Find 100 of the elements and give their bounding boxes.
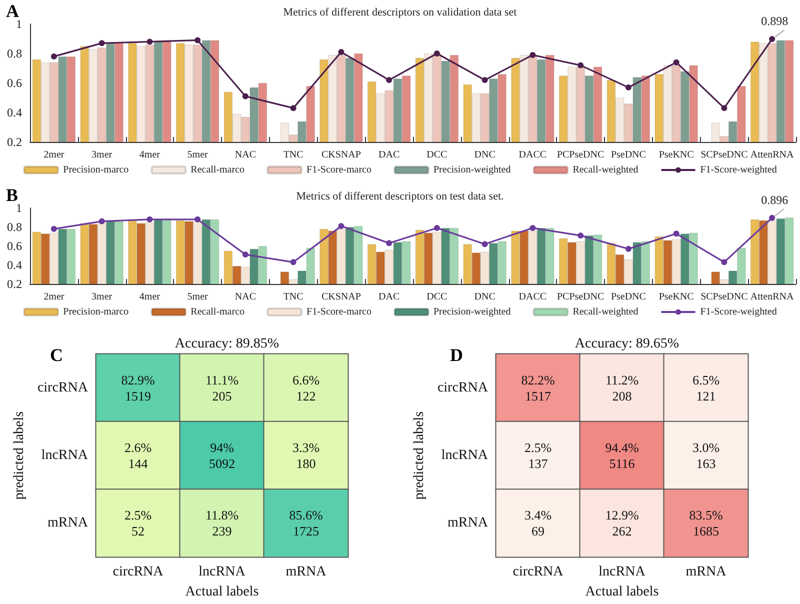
data-label: 12.9% (605, 508, 639, 523)
x-tick-label: circRNA (512, 564, 564, 580)
point (146, 38, 153, 45)
annotation: 0.898 (761, 14, 788, 28)
x-axis-title: Actual labels (185, 584, 259, 600)
y-tick-label: 0.2 (7, 277, 22, 291)
point (50, 226, 57, 232)
legend-label: Recall-weighted (572, 164, 638, 176)
data-label: 82.2% (521, 372, 555, 388)
point (338, 223, 344, 230)
annotation: 5092 (209, 456, 235, 471)
annotation: 122 (296, 388, 316, 404)
y-tick-label: 0.8 (7, 46, 22, 60)
annotation: 239 (212, 524, 232, 539)
x-tick-label: DCC (426, 150, 448, 160)
point (98, 218, 105, 224)
point (482, 77, 488, 84)
annotation: 144 (128, 456, 148, 471)
annotation: 208 (612, 388, 632, 404)
point (721, 259, 728, 266)
chart-title: Accuracy: 89.65% (574, 336, 680, 352)
text: B (6, 185, 18, 205)
legend-label: F1-Score-weighted (700, 164, 777, 176)
annotation: 1725 (293, 524, 319, 539)
y-tick-label: circRNA (37, 380, 89, 396)
x-tick-label: 3mer (92, 292, 113, 302)
legend-label: Recall-marco (190, 306, 245, 318)
data-label: 3.3% (292, 440, 320, 455)
x-tick-label: PCPseDNC (556, 150, 605, 160)
point (578, 232, 584, 239)
x-tick-label: 3mer (92, 150, 113, 160)
x-tick-label: AttenRNA (750, 292, 794, 302)
chart-title: Metrics of different descriptors on validation data set (283, 6, 517, 18)
legend-label: Precision-weighted (433, 164, 511, 176)
x-tick-label: NAC (234, 150, 256, 160)
x-tick-label: PCPseDNC (556, 292, 605, 302)
data-label: 3.0% (692, 440, 720, 455)
annotation: 121 (696, 388, 716, 404)
data-label: 11.2% (605, 372, 639, 388)
data-label: 3.4% (524, 508, 552, 523)
y-tick-label: 1 (16, 201, 22, 215)
point (530, 224, 536, 231)
data-label: 2.5% (124, 508, 152, 523)
annotation: 205 (212, 388, 232, 404)
x-tick-label: AttenRNA (750, 150, 794, 160)
data-label: 85.6% (289, 508, 323, 523)
point (769, 214, 776, 221)
x-tick-label: DAC (378, 150, 400, 160)
y-axis-title: predicted labels (12, 411, 28, 500)
x-tick-label: lncRNA (598, 564, 646, 580)
point (290, 105, 296, 112)
data-label: 82.9% (121, 372, 155, 388)
x-tick-label: DNC (474, 292, 496, 302)
y-tick-label: 0.8 (7, 220, 22, 234)
x-tick-label: TNC (283, 292, 304, 302)
x-tick-label: mRNA (286, 564, 328, 580)
annotation: 262 (612, 524, 632, 539)
legend-label: Precision-weighted (433, 306, 511, 318)
y-tick-label: 0.6 (7, 239, 22, 253)
point (386, 240, 392, 246)
x-tick-label: 5mer (187, 292, 209, 302)
x-tick-label: 4mer (139, 150, 161, 160)
chart-title: Accuracy: 89.85% (174, 336, 280, 352)
y-tick-label: mRNA (48, 516, 89, 531)
point (673, 59, 680, 66)
annotation: 0.896 (761, 192, 788, 207)
data-label: 2.6% (124, 440, 152, 455)
x-tick-label: 2mer (44, 150, 65, 160)
legend-label: F1-Score-weighted (700, 306, 777, 318)
x-axis-title: Actual labels (585, 584, 659, 600)
annotation: 1519 (125, 388, 151, 404)
x-tick-label: 2mer (44, 292, 65, 302)
annotation: 69 (532, 524, 544, 539)
annotation: 5116 (609, 456, 636, 471)
x-tick-label: lncRNA (198, 564, 246, 580)
legend-label: Precision-marco (63, 164, 129, 176)
x-tick-label: PseDNC (610, 150, 646, 160)
data-label: 2.5% (524, 440, 552, 455)
y-tick-label: circRNA (437, 380, 489, 396)
annotation: 52 (132, 524, 144, 539)
point (578, 62, 584, 68)
x-tick-label: TNC (283, 150, 304, 160)
point (194, 37, 201, 44)
x-tick-label: circRNA (112, 564, 164, 580)
annotation: 1517 (525, 388, 552, 404)
legend-label: F1-Score-marco (306, 306, 372, 318)
legend-label: Recall-weighted (572, 306, 638, 318)
annotation: 137 (528, 456, 548, 471)
y-tick-label: 0.4 (7, 106, 22, 120)
x-tick-label: 5mer (187, 150, 209, 160)
annotation: 163 (696, 456, 716, 471)
x-tick-label: DNC (474, 150, 496, 160)
x-tick-label: DACC (518, 150, 547, 160)
data-label: 94% (210, 440, 234, 455)
text: D (450, 345, 463, 365)
y-tick-label: mRNA (448, 516, 489, 531)
x-tick-label: SCPseDNC (700, 292, 748, 302)
x-tick-label: CKSNAP (321, 292, 362, 302)
x-tick-label: DAC (378, 292, 400, 302)
y-tick-label: 1 (16, 17, 22, 31)
